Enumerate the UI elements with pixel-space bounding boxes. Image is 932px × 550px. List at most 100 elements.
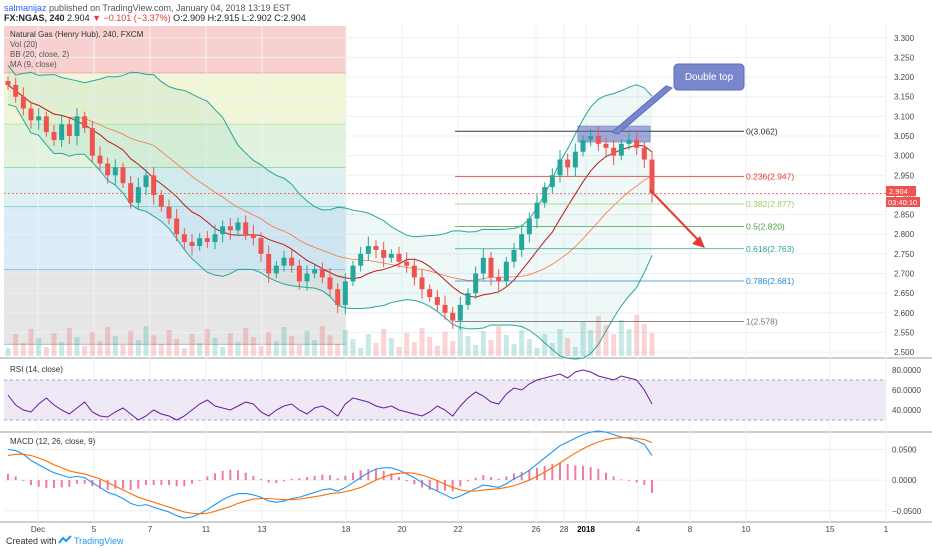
candle-body — [496, 277, 502, 282]
double-top-callout[interactable] — [673, 63, 745, 91]
volume-bar — [358, 348, 364, 356]
macd-tick-label: 0.0500 — [892, 445, 917, 454]
open-label: O: — [173, 13, 183, 23]
volume-bar — [51, 333, 57, 356]
volume-bar — [36, 338, 42, 356]
time-tick-label: 26 — [532, 525, 541, 534]
volume-bar — [450, 341, 456, 356]
macd-histogram-bar — [76, 480, 78, 484]
macd-histogram-bar — [612, 476, 615, 481]
macd-histogram-bar — [390, 473, 393, 481]
ohlc-bar: FX:NGAS, 240 2.904 ▼ −0.101 (−3.37%) O:2… — [4, 13, 306, 23]
price-tick-label: 3.000 — [894, 152, 915, 161]
candle-body — [105, 163, 111, 176]
volume-bar — [404, 333, 410, 356]
candle-body — [519, 234, 525, 250]
volume-bar — [105, 327, 111, 356]
close-value: 2.904 — [283, 13, 306, 23]
down-arrow-shaft — [649, 189, 703, 245]
candle-body — [312, 269, 318, 274]
macd-histogram-bar — [352, 472, 354, 481]
macd-histogram-bar — [229, 469, 232, 481]
candle-body — [89, 128, 95, 156]
price-tick-label: 3.150 — [894, 93, 915, 102]
high-value: 2.915 — [216, 13, 240, 23]
macd-histogram-bar — [244, 472, 247, 481]
volume-bar — [66, 328, 72, 356]
macd-histogram-bar — [490, 477, 492, 481]
time-tick-label: Dec — [31, 525, 45, 534]
candle-body — [235, 222, 241, 231]
tradingview-brand[interactable]: TradingView — [74, 536, 124, 546]
volume-bar — [74, 337, 80, 356]
volume-bar — [626, 329, 632, 356]
macd-histogram-bar — [122, 480, 124, 489]
candle-body — [373, 246, 379, 250]
macd-histogram-bar — [313, 475, 316, 481]
macd-histogram-bar — [137, 480, 140, 489]
volume-bar — [457, 327, 463, 356]
macd-histogram-bar — [30, 480, 32, 485]
macd-histogram-bar — [22, 480, 25, 481]
macd-histogram-bar — [375, 469, 377, 481]
macd-histogram-bar — [45, 480, 48, 489]
macd-histogram-bar — [589, 467, 592, 481]
candle-body — [151, 175, 157, 195]
volume-bar — [151, 335, 157, 356]
candle-body — [427, 289, 433, 298]
candle-body — [565, 159, 571, 168]
volume-bar — [480, 331, 486, 356]
volume-bar — [511, 344, 517, 356]
last-price-tag-text: 2.904 — [889, 187, 908, 196]
candle-body — [66, 124, 72, 136]
volume-bar — [427, 337, 433, 356]
symbol-label: FX:NGAS, 240 — [4, 13, 65, 23]
created-with-label: Created with — [6, 536, 57, 546]
volume-bar — [289, 336, 295, 356]
volume-bar — [496, 326, 502, 356]
candle-body — [603, 143, 609, 148]
macd-histogram-bar — [635, 480, 638, 483]
candle-body — [97, 155, 103, 164]
volume-bar — [419, 328, 425, 356]
down-triangle-icon: ▼ — [92, 13, 102, 23]
volume-bar — [189, 334, 195, 356]
time-tick-label: 18 — [342, 525, 351, 534]
time-tick-label: 7 — [148, 525, 153, 534]
volume-bar — [304, 331, 310, 356]
volume-bar — [488, 340, 494, 356]
candle-body — [473, 273, 479, 294]
volume-bar — [327, 335, 333, 356]
candle-body — [580, 139, 586, 152]
macd-histogram-bar — [359, 470, 362, 481]
callout-text: Double top — [685, 72, 734, 83]
macd-histogram-bar — [114, 480, 117, 489]
volume-bar — [365, 334, 371, 356]
macd-histogram-bar — [605, 472, 607, 481]
candle-body — [13, 84, 19, 97]
price-tick-label: 2.850 — [894, 211, 915, 220]
macd-histogram-bar — [413, 480, 416, 485]
candle-body — [542, 187, 548, 203]
candle-body — [641, 147, 647, 160]
fib-level-label: 0.786(2.681) — [746, 276, 794, 286]
candle-body — [212, 234, 218, 243]
candle-body — [28, 108, 34, 121]
macd-histogram-bar — [206, 476, 209, 481]
candle-body — [166, 206, 172, 219]
open-value: 2.909 — [182, 13, 206, 23]
low-value: 2.902 — [249, 13, 272, 23]
macd-histogram-bar — [559, 462, 561, 481]
macd-histogram-bar — [160, 480, 163, 485]
price-tick-label: 3.100 — [894, 112, 915, 121]
macd-histogram-bar — [451, 480, 454, 492]
volume-bar — [227, 333, 233, 356]
chart-canvas[interactable]: 0(3.062) 0.236(2.947) 0.382(2.877) 0.5(2.82… — [0, 24, 932, 534]
volume-bar — [204, 329, 210, 356]
time-tick-label: 1 — [884, 525, 889, 534]
candle-body — [342, 281, 348, 305]
candle-body — [404, 261, 410, 266]
author-name[interactable]: salmanijaz — [4, 3, 47, 13]
candle-body — [396, 253, 402, 262]
macd-histogram-bar — [260, 478, 262, 481]
